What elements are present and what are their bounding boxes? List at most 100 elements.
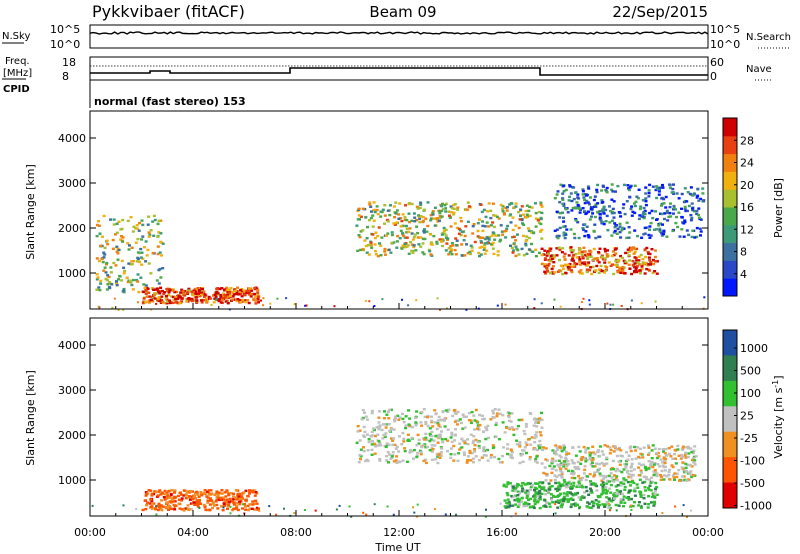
data-cell [212,504,216,507]
data-cell [618,267,622,270]
data-cell [186,290,190,294]
data-cell [653,270,657,273]
data-cell [601,492,605,495]
data-cell [633,229,637,232]
data-cell [502,446,506,449]
data-cell [575,256,579,259]
data-cell [680,228,684,231]
data-cell [200,293,204,296]
data-cell [191,498,195,501]
data-cell [660,204,663,207]
data-cell [240,495,244,498]
data-cell [109,271,113,274]
data-cell [557,474,561,477]
data-cell [367,253,371,256]
data-cell [373,305,376,307]
data-cell [435,242,439,245]
data-cell [492,446,496,449]
data-cell [501,233,505,236]
data-cell [175,290,179,294]
data-cell [159,504,163,507]
data-cell [440,215,444,218]
data-cell [649,489,653,492]
data-cell [698,227,702,230]
data-cell [368,201,372,204]
data-cell [145,286,149,290]
data-cell [418,206,422,210]
data-cell [174,300,178,303]
data-cell [108,281,111,284]
data-cell [605,253,609,256]
data-cell [222,292,226,295]
data-cell [191,490,194,493]
data-cell [560,462,564,465]
data-cell [134,227,138,230]
colorbar-tick-label: 100 [740,387,761,400]
data-cell [115,245,119,248]
data-cell [446,428,450,431]
data-cell [535,455,539,458]
data-cell [556,506,560,509]
data-cell [582,228,586,232]
data-cell [425,461,428,465]
data-cell [614,252,618,255]
data-cell [558,499,562,503]
data-cell [662,232,665,236]
data-cell [559,264,563,267]
colorbar-tick-label: -1000 [740,500,772,513]
data-cell [250,289,254,292]
data-cell [690,473,694,476]
data-cell [569,485,573,488]
data-cell [623,463,627,466]
data-cell [592,501,596,505]
data-cell [412,506,414,509]
data-cell [576,196,580,199]
data-cell [238,493,242,496]
data-cell [660,185,664,188]
data-cell [625,221,629,224]
data-cell [450,253,454,256]
freq-label: Freq. [5,56,30,67]
data-cell [238,299,242,302]
data-cell [574,207,578,210]
data-cell [206,499,210,502]
data-cell [622,505,625,508]
data-cell [141,508,145,512]
data-cell [105,261,109,265]
data-cell [596,259,600,262]
data-cell [654,210,657,213]
data-cell [608,205,611,208]
data-cell [209,297,212,300]
data-cell [547,262,551,266]
data-cell [144,301,148,304]
data-cell [410,450,414,453]
data-cell [676,448,680,451]
data-cell [112,218,116,221]
data-cell [554,481,558,485]
data-cell [442,226,446,230]
data-cell [665,475,669,478]
data-cell [416,231,420,235]
data-cell [256,291,260,294]
data-cell [570,265,574,268]
data-cell [444,513,447,516]
data-cell [561,272,565,276]
data-cell [402,420,406,424]
data-cell [444,228,448,232]
data-cell [482,449,486,453]
data-cell [486,210,489,213]
data-cell [414,421,418,424]
data-cell [504,485,508,488]
data-cell [422,252,426,256]
data-cell [678,235,682,238]
data-cell [197,292,200,295]
data-cell [248,507,252,510]
data-cell [570,459,574,462]
data-cell [544,479,548,482]
data-cell [533,498,537,501]
data-cell [502,483,506,487]
data-cell [460,446,464,449]
data-cell [538,495,542,498]
data-cell [647,453,650,456]
data-cell [538,447,541,450]
